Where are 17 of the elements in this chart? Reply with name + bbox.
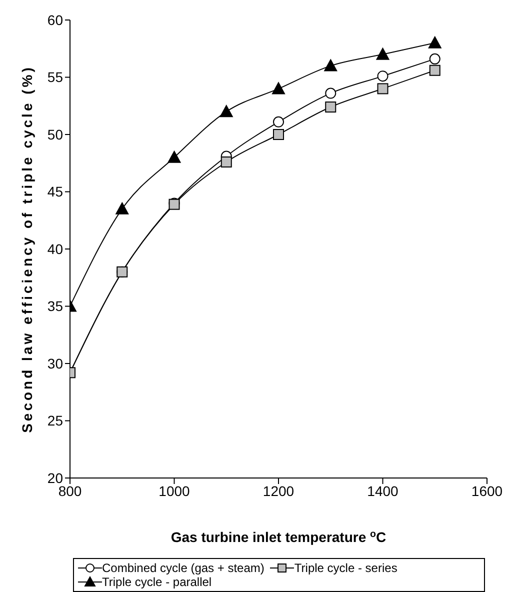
legend-label: Combined cycle (gas + steam) (102, 561, 264, 575)
x-tick-label: 1400 (367, 482, 399, 499)
y-tick-label: 45 (47, 184, 64, 200)
x-tick-label: 1200 (262, 482, 294, 499)
y-tick-label: 35 (47, 298, 64, 314)
y-tick-label: 50 (47, 126, 64, 142)
y-tick-label: 30 (47, 355, 64, 372)
y-tick-label: 25 (47, 412, 64, 429)
y-tick-label: 55 (47, 69, 64, 86)
legend-label: Triple cycle - series (294, 561, 398, 575)
x-tick-label: 1600 (471, 482, 503, 499)
y-axis-title: Second law efficiency of triple cycle (%) (18, 65, 35, 433)
y-tick-label: 40 (47, 240, 64, 257)
y-tick-label: 60 (47, 12, 64, 28)
x-axis-title: Gas turbine inlet temperature $^{o}$C (170, 528, 386, 545)
legend-label: Triple cycle - parallel (102, 575, 212, 589)
x-tick-label: 1000 (158, 482, 190, 499)
